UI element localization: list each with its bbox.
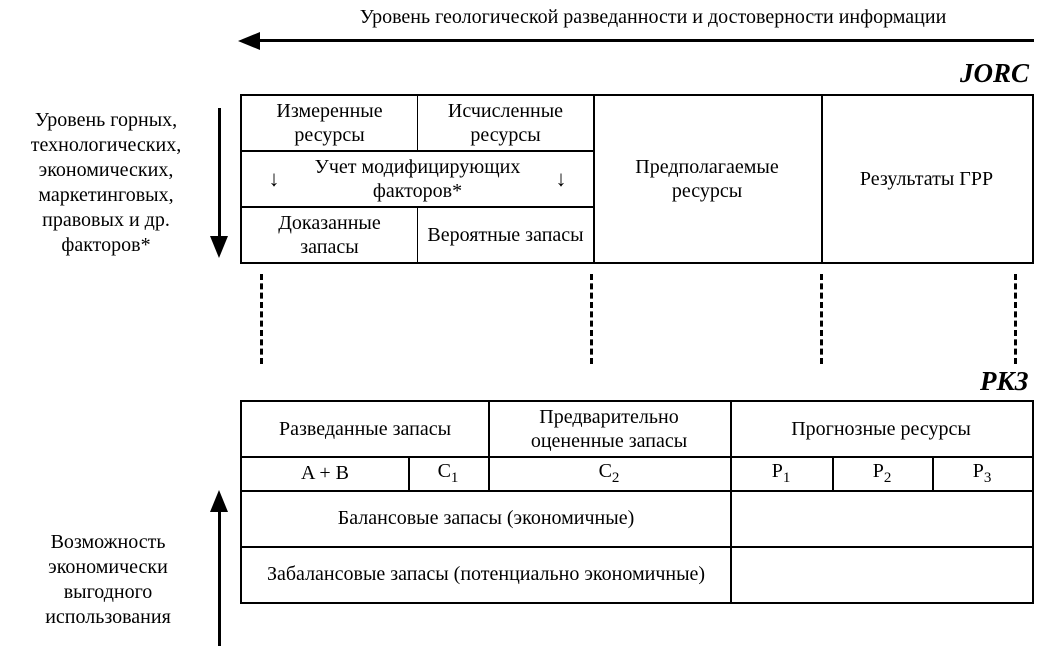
jorc-inferred: Предполагаемые ресурсы [593, 94, 823, 264]
rkz-cat-p3: P3 [932, 456, 1034, 492]
down-arrow-glyph-right: ↓ [556, 166, 567, 192]
jorc-measured: Измеренные ресурсы [240, 94, 418, 152]
jorc-left-arrow-head [210, 236, 228, 258]
jorc-exploration: Результаты ГРР [821, 94, 1034, 264]
rkz-cat-ab: A + B [240, 456, 410, 492]
down-arrow-glyph-left: ↓ [269, 166, 280, 192]
rkz-cat-p1: P1 [730, 456, 834, 492]
rkz-cat-p2: P2 [832, 456, 934, 492]
top-arrow-line [258, 39, 1034, 42]
rkz-balance: Балансовые запасы (экономичные) [240, 490, 732, 548]
jorc-modifying-text: Учет модифицирующих факторов* [288, 155, 548, 203]
rkz-left-arrow-line [218, 510, 221, 646]
rkz-left-caption: Возможность экономически выгодного испол… [18, 530, 198, 630]
rkz-header-explored: Разведанные запасы [240, 400, 490, 458]
top-arrow-head [238, 32, 260, 50]
connector-3 [820, 274, 823, 364]
rkz-title: РКЗ [980, 366, 1029, 397]
rkz-header-preliminary: Предварительно оцененные запасы [488, 400, 732, 458]
top-axis-label: Уровень геологической разведанности и до… [268, 6, 1038, 29]
connector-1 [260, 274, 263, 364]
rkz-cat-c1: C1 [408, 456, 490, 492]
jorc-indicated: Исчисленные ресурсы [417, 94, 595, 152]
rkz-offbalance: Забалансовые запасы (потенциально эконом… [240, 546, 732, 604]
rkz-offbalance-right-blank [730, 546, 1034, 604]
jorc-left-caption: Уровень горных, технологических, экономи… [6, 108, 206, 258]
jorc-left-arrow-line [218, 108, 221, 238]
rkz-balance-right-blank [730, 490, 1034, 548]
rkz-left-arrow-head [210, 490, 228, 512]
jorc-modifying: ↓ Учет модифицирующих факторов* ↓ [240, 150, 595, 208]
connector-2 [590, 274, 593, 364]
jorc-proved: Доказанные запасы [240, 206, 418, 264]
jorc-title: JORC [960, 58, 1029, 89]
rkz-header-forecast: Прогнозные ресурсы [730, 400, 1034, 458]
jorc-probable: Вероятные запасы [417, 206, 595, 264]
rkz-cat-c2: C2 [488, 456, 732, 492]
connector-4 [1014, 274, 1017, 364]
